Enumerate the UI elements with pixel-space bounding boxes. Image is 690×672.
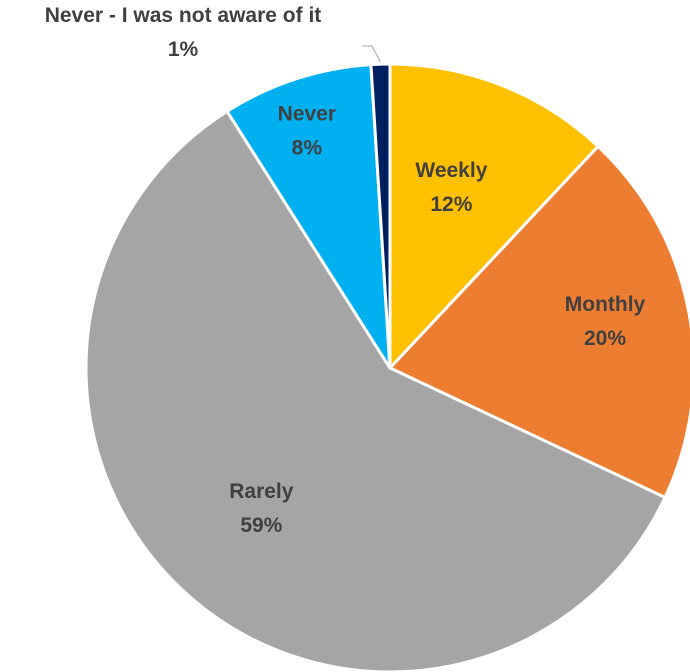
pie-slice-rarely	[84, 109, 668, 672]
pie-slice-never	[225, 63, 392, 369]
data-label-category-monthly: Monthly	[565, 293, 646, 316]
data-label-percent-monthly: 20%	[584, 327, 626, 350]
data-label-category-never-i-was-not-aware-of-it: Never - I was not aware of it	[45, 4, 322, 27]
data-label-percent-never-i-was-not-aware-of-it: 1%	[168, 38, 199, 61]
pie-slices	[84, 62, 690, 672]
data-label-category-never: Never	[278, 103, 336, 126]
data-label-percent-never: 8%	[292, 137, 323, 160]
leader-line-never-i-was-not-aware-of-it	[362, 45, 381, 63]
data-labels: Weekly 12% Monthly 20% Rarely 59% Never 8% Never…	[45, 4, 646, 537]
pie-slice-weekly	[388, 62, 601, 372]
leader-lines	[362, 45, 381, 63]
pie-slice-monthly	[387, 144, 690, 500]
data-label-percent-rarely: 59%	[240, 514, 282, 537]
data-label-category-rarely: Rarely	[229, 480, 294, 503]
data-label-category-weekly: Weekly	[415, 159, 487, 182]
pie-slice-never-i-was-not-aware-of-it	[369, 62, 392, 369]
data-label-percent-weekly: 12%	[430, 193, 472, 216]
